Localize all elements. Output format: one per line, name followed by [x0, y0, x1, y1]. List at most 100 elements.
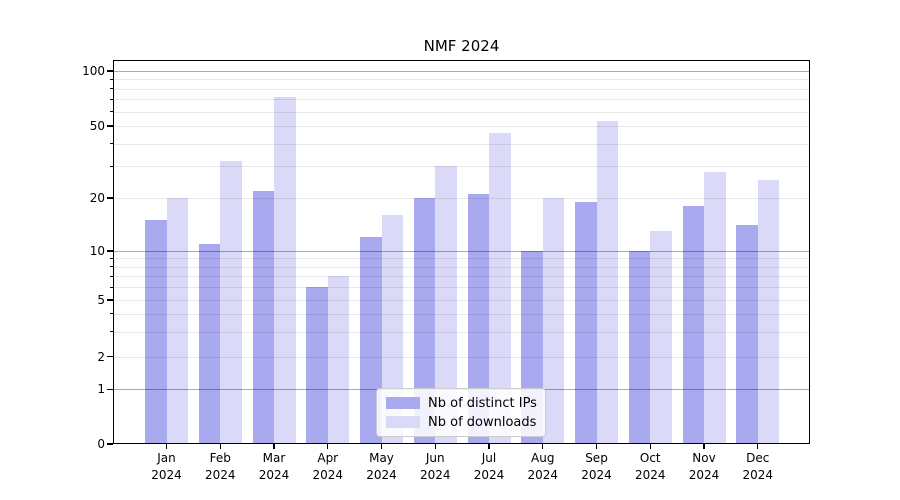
major-gridline: [113, 251, 810, 252]
x-tick-mark: [757, 444, 759, 449]
major-gridline: [113, 71, 810, 72]
bar-distinct-ips: [736, 225, 758, 444]
y-tick-mark: [107, 356, 113, 358]
minor-gridline: [113, 276, 810, 278]
minor-gridline: [113, 356, 810, 358]
y-minor-tick-mark: [109, 143, 113, 145]
legend-label-downloads: Nb of downloads: [428, 414, 537, 430]
bar-downloads: [435, 166, 457, 444]
bar-downloads: [166, 198, 188, 444]
y-tick-label: 2: [97, 349, 105, 364]
bar-downloads: [650, 230, 672, 444]
y-tick-mark: [107, 125, 113, 127]
y-tick-label: 5: [97, 293, 105, 307]
legend-entry-distinct-ips: Nb of distinct IPs: [377, 396, 545, 411]
minor-gridline: [113, 88, 810, 90]
legend-label-distinct-ips: Nb of distinct IPs: [428, 395, 537, 411]
bar-distinct-ips: [306, 287, 328, 444]
bar-distinct-ips: [252, 190, 274, 444]
y-minor-tick-mark: [109, 266, 113, 268]
minor-gridline: [113, 300, 810, 301]
y-tick-mark: [107, 250, 113, 252]
x-tick-mark: [595, 444, 598, 449]
minor-gridline: [113, 166, 810, 168]
legend: Nb of distinct IPs Nb of downloads: [376, 388, 546, 437]
bar-downloads: [596, 121, 618, 444]
bar-downloads: [542, 198, 565, 444]
bar-downloads: [327, 276, 350, 444]
x-tick-label: Jan 2024: [151, 451, 182, 482]
y-tick-label: 10: [89, 244, 105, 258]
y-tick-label: 1: [97, 382, 105, 397]
chart-title: NMF 2024: [423, 37, 500, 55]
bar-distinct-ips: [628, 251, 651, 444]
legend-swatch-downloads-icon: [386, 416, 420, 428]
x-tick-mark: [542, 444, 544, 449]
y-tick-mark: [107, 443, 113, 445]
x-tick-mark: [380, 444, 383, 449]
x-tick-label: Nov 2024: [688, 451, 720, 482]
bar-distinct-ips: [575, 201, 597, 444]
bar-distinct-ips: [198, 243, 221, 444]
minor-gridline: [113, 258, 810, 260]
x-tick-label: Mar 2024: [258, 451, 290, 482]
bar-distinct-ips: [467, 194, 489, 444]
x-tick-label: Jun 2024: [419, 451, 451, 482]
x-tick-label: Feb 2024: [204, 451, 236, 482]
x-tick-mark: [488, 444, 490, 449]
y-minor-tick-mark: [109, 98, 113, 100]
bar-downloads: [489, 132, 511, 444]
y-tick-label: 100: [82, 64, 105, 78]
y-tick-mark: [107, 388, 113, 390]
minor-gridline: [113, 331, 810, 333]
minor-gridline: [113, 143, 810, 145]
minor-gridline: [113, 313, 810, 315]
x-tick-mark: [434, 444, 436, 449]
y-tick-label: 0: [97, 437, 105, 451]
bar-downloads: [381, 215, 403, 444]
minor-gridline: [113, 287, 810, 289]
y-minor-tick-mark: [109, 331, 113, 333]
minor-gridline: [113, 198, 810, 199]
x-tick-mark: [703, 444, 705, 449]
x-tick-mark: [327, 444, 329, 449]
y-minor-tick-mark: [109, 78, 113, 80]
bar-distinct-ips: [413, 198, 436, 444]
y-tick-mark: [107, 70, 113, 72]
x-tick-label: Dec 2024: [742, 451, 774, 482]
legend-entry-downloads: Nb of downloads: [377, 415, 545, 430]
x-tick-label: May 2024: [366, 451, 397, 482]
x-tick-mark: [649, 444, 651, 449]
y-minor-tick-mark: [109, 313, 113, 315]
minor-gridline: [113, 111, 810, 113]
x-tick-label: Oct 2024: [634, 451, 666, 482]
x-tick-mark: [273, 444, 275, 449]
bar-downloads: [274, 97, 296, 444]
y-minor-tick-mark: [109, 165, 113, 167]
x-tick-label: Aug 2024: [527, 451, 559, 482]
y-minor-tick-mark: [109, 286, 113, 288]
bar-downloads: [704, 171, 726, 444]
x-tick-mark: [219, 444, 221, 449]
bar-downloads: [220, 161, 242, 444]
x-tick-mark: [165, 444, 168, 449]
minor-gridline: [113, 79, 810, 81]
bar-downloads: [757, 180, 780, 444]
y-minor-tick-mark: [109, 257, 113, 259]
y-tick-label: 20: [89, 191, 105, 205]
legend-swatch-distinct-ips-icon: [386, 397, 420, 409]
y-minor-tick-mark: [109, 88, 113, 90]
y-minor-tick-mark: [109, 275, 113, 277]
y-tick-mark: [107, 299, 113, 301]
y-tick-label: 50: [89, 119, 105, 133]
minor-gridline: [113, 266, 810, 268]
x-tick-label: Apr 2024: [312, 451, 344, 482]
x-tick-label: Sep 2024: [581, 451, 612, 482]
y-minor-tick-mark: [109, 111, 113, 113]
y-tick-mark: [107, 197, 113, 199]
bar-distinct-ips: [682, 206, 704, 444]
x-tick-label: Jul 2024: [473, 451, 505, 482]
minor-gridline: [113, 99, 810, 101]
bar-distinct-ips: [145, 219, 167, 444]
